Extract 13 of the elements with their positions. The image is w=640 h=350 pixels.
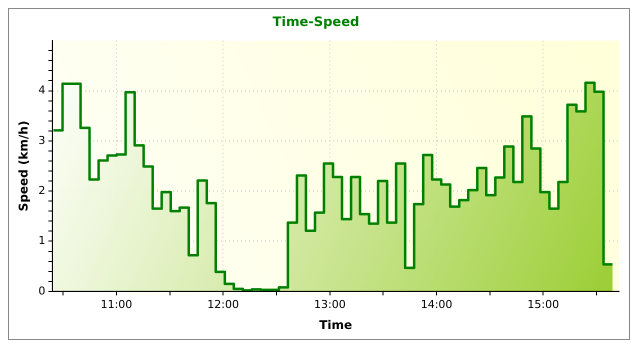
x-tick-label: 11:00	[100, 298, 132, 311]
y-tick-label: 4	[38, 84, 46, 97]
x-axis-title: Time	[319, 318, 352, 332]
y-tick-label: 2	[38, 184, 46, 197]
y-axis-title: Speed (km/h)	[16, 120, 30, 212]
x-tick-label: 14:00	[420, 298, 452, 311]
y-tick-label: 0	[38, 284, 46, 298]
y-tick-label: 1	[38, 234, 46, 248]
chart-title: Time-Speed	[272, 15, 360, 30]
x-tick-label: 15:00	[527, 298, 560, 311]
x-tick-label: 12:00	[207, 298, 239, 311]
x-tick-label: 13:00	[314, 298, 346, 311]
y-tick-label: 3	[38, 134, 46, 147]
